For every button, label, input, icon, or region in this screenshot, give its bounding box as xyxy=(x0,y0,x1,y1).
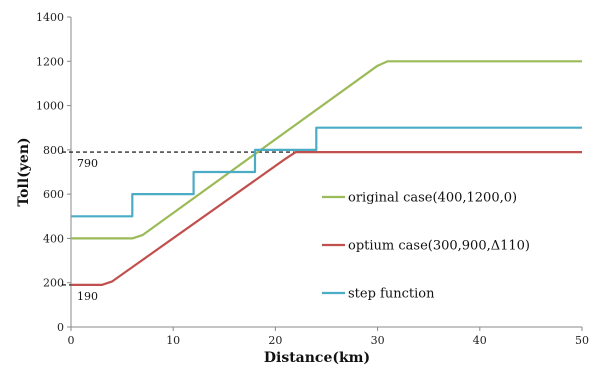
x-axis-title: Distance(km) xyxy=(264,350,370,366)
series-lines xyxy=(71,60,582,286)
x-tick-label: 20 xyxy=(268,334,282,347)
series-line-2 xyxy=(71,151,582,286)
y-tick-label: 0 xyxy=(57,321,64,334)
x-tick-label: 30 xyxy=(371,334,385,347)
y-axis-ticks: 0 200 400 600 800 1000 1200 1400 xyxy=(36,11,71,334)
y-tick-label: 200 xyxy=(43,277,64,290)
y-tick-label: 800 xyxy=(43,144,64,157)
x-tick-label: 10 xyxy=(166,334,180,347)
y-tick-label: 1400 xyxy=(36,11,64,24)
y-axis-title: Toll(yen) xyxy=(16,137,32,206)
series-line-3 xyxy=(71,126,582,218)
x-tick-label: 0 xyxy=(68,334,75,347)
y-tick-label: 600 xyxy=(43,188,64,201)
reference-lines: 790 190 xyxy=(62,151,296,303)
x-tick-label: 50 xyxy=(575,334,589,347)
reference-annotation: 190 xyxy=(77,290,98,303)
axes xyxy=(70,17,582,328)
legend-label-1: original case(400,1200,0) xyxy=(348,191,517,206)
y-tick-label: 400 xyxy=(43,232,64,245)
x-axis-ticks: 0 10 20 30 40 50 xyxy=(68,327,589,347)
series-line-1 xyxy=(71,60,582,240)
legend-label-3: step function xyxy=(348,287,435,302)
reference-annotation: 790 xyxy=(77,157,98,170)
y-tick-label: 1000 xyxy=(36,100,64,113)
x-tick-label: 40 xyxy=(473,334,487,347)
y-tick-label: 1200 xyxy=(36,55,64,68)
legend-label-2: optium case(300,900,Δ110) xyxy=(348,239,530,254)
legend: original case(400,1200,0) optium case(300… xyxy=(322,191,530,302)
